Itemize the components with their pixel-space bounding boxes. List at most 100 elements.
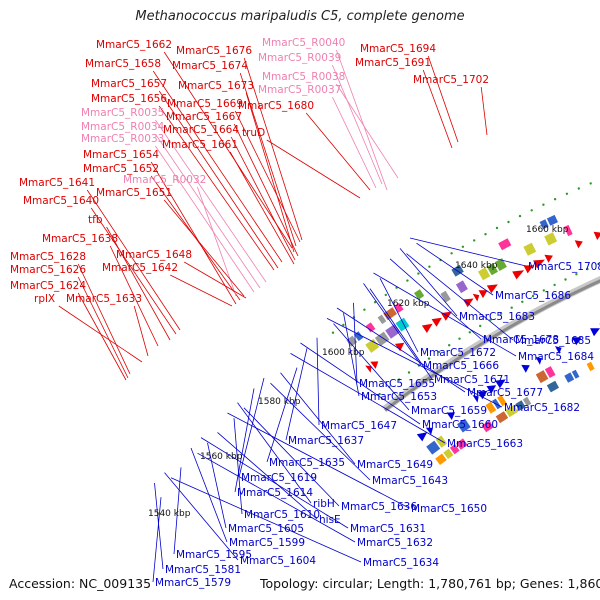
gene-label: MmarC5_1604 — [240, 555, 316, 567]
gene-label: MmarC5_1659 — [411, 405, 487, 417]
reverse-cog-block — [426, 440, 441, 455]
forward-gene-arrow — [421, 323, 433, 333]
leader-line — [353, 302, 358, 384]
gene-label: MmarC5_R0040 — [262, 37, 345, 49]
inner-tick-dot — [553, 283, 556, 287]
leader-line — [229, 151, 295, 265]
forward-cog-block — [414, 289, 425, 300]
gene-label: MmarC5_1633 — [66, 293, 142, 305]
leader-line — [389, 258, 482, 340]
inner-tick-dot — [499, 312, 503, 315]
inner-tick-dot — [407, 371, 411, 374]
accession-text: Accession: NC_009135 — [9, 576, 152, 591]
genome-backbone — [383, 279, 600, 412]
gene-label: MmarC5_1661 — [162, 139, 238, 151]
gene-label: MmarC5_1656 — [91, 93, 167, 105]
gene-label: MmarC5_1624 — [10, 280, 86, 292]
leader-line — [239, 72, 297, 247]
inner-tick-dot — [542, 289, 545, 292]
forward-cog-block — [383, 307, 397, 321]
gene-label: hisE — [319, 514, 341, 526]
reverse-cog-block — [522, 396, 532, 407]
gene-label: MmarC5_R0039 — [258, 52, 341, 64]
outer-tick-dot — [507, 220, 510, 224]
leader-line — [106, 226, 171, 341]
gene-label: MmarC5_1579 — [155, 577, 231, 589]
forward-cog-block — [498, 238, 512, 251]
reverse-gene-arrow — [555, 346, 562, 354]
forward-cog-block — [564, 224, 573, 237]
inner-tick-dot — [575, 273, 578, 276]
leader-line — [285, 348, 308, 441]
kbp-tick-label: 1660 kbp — [526, 225, 569, 235]
leader-line — [163, 199, 245, 297]
forward-cog-block — [455, 280, 468, 294]
leader-line — [336, 83, 399, 179]
reverse-cog-block — [481, 420, 494, 433]
gene-label: MmarC5_1641 — [19, 177, 95, 189]
leader-line — [158, 105, 275, 271]
leader-line — [230, 136, 296, 261]
inner-tick-dot — [437, 350, 441, 354]
leader-line — [152, 497, 162, 583]
gene-label: MmarC5_1671 — [434, 374, 510, 386]
leader-line — [77, 276, 129, 379]
gene-label: MmarC5_R0034 — [81, 121, 165, 133]
gene-label: MmarC5_1666 — [423, 360, 499, 372]
reverse-gene-arrow — [521, 364, 530, 373]
outer-tick-dot — [495, 226, 499, 230]
outer-tick-dot — [473, 239, 476, 242]
forward-gene-arrow — [472, 293, 480, 302]
kbp-tick-label: 1560 kbp — [200, 452, 243, 462]
gene-label: rplX — [34, 293, 55, 305]
outer-tick-dot — [428, 265, 431, 268]
gene-label: MmarC5_1595 — [176, 549, 252, 561]
reverse-gene-arrow — [535, 356, 542, 365]
leader-line — [77, 292, 127, 381]
reverse-gene-arrow — [472, 395, 479, 403]
gene-label: MmarC5_1674 — [172, 60, 248, 72]
gene-label: MmarC5_1634 — [363, 557, 439, 569]
reverse-cog-block — [546, 380, 559, 393]
inner-tick-dot — [489, 318, 492, 321]
outer-tick-dot — [542, 203, 545, 206]
forward-gene-arrow — [523, 265, 534, 274]
reverse-cog-block — [535, 370, 549, 384]
leader-line — [183, 261, 247, 299]
reverse-gene-arrow — [590, 328, 600, 337]
leader-line — [243, 407, 340, 507]
inner-tick-dot — [427, 357, 431, 360]
forward-cog-block — [486, 263, 498, 276]
gene-label: MmarC5_1664 — [163, 124, 239, 136]
inner-tick-dot — [458, 337, 461, 340]
reverse-cog-block — [497, 395, 507, 407]
kbp-tick-label: 1620 kbp — [387, 299, 430, 309]
gene-label: MmarC5_1663 — [447, 438, 523, 450]
gene-label: MmarC5_1678 — [483, 334, 559, 346]
leader-line — [326, 318, 503, 408]
reverse-cog-block — [435, 453, 447, 465]
forward-cog-block — [377, 314, 387, 325]
map-title: Methanococcus maripaludis C5, complete g… — [135, 9, 465, 24]
leader-line — [416, 242, 494, 296]
gene-label: MmarC5_1658 — [85, 58, 161, 70]
leader-line — [234, 110, 301, 243]
forward-gene-arrow — [431, 317, 442, 327]
leader-line — [409, 237, 527, 267]
forward-gene-arrow — [574, 240, 583, 249]
leader-line — [379, 278, 419, 353]
forward-cog-block — [440, 290, 451, 303]
outer-tick-dot — [417, 272, 420, 275]
leader-line — [86, 189, 181, 331]
gene-label: MmarC5_1677 — [467, 387, 543, 399]
gene-label: truD — [242, 127, 265, 139]
leader-line — [154, 482, 164, 570]
outer-tick-dot — [331, 331, 335, 334]
outer-tick-dot — [553, 198, 557, 201]
forward-cog-block — [523, 242, 537, 256]
kbp-tick-label: 1540 kbp — [148, 509, 191, 519]
leader-line — [152, 70, 283, 263]
outer-tick-dot — [530, 209, 533, 212]
gene-label: MmarC5_1651 — [96, 187, 172, 199]
leader-line — [406, 253, 514, 341]
